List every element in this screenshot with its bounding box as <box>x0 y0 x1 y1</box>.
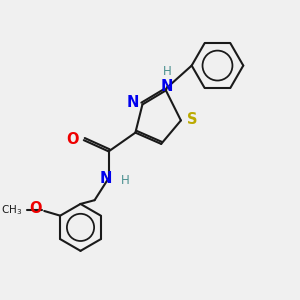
Text: N: N <box>100 171 112 186</box>
Text: H: H <box>163 65 172 78</box>
Text: H: H <box>120 175 129 188</box>
Text: CH$_3$: CH$_3$ <box>2 203 23 217</box>
Text: N: N <box>126 95 139 110</box>
Text: O: O <box>29 201 41 216</box>
Text: S: S <box>187 112 197 127</box>
Text: O: O <box>67 132 79 147</box>
Text: N: N <box>161 79 173 94</box>
